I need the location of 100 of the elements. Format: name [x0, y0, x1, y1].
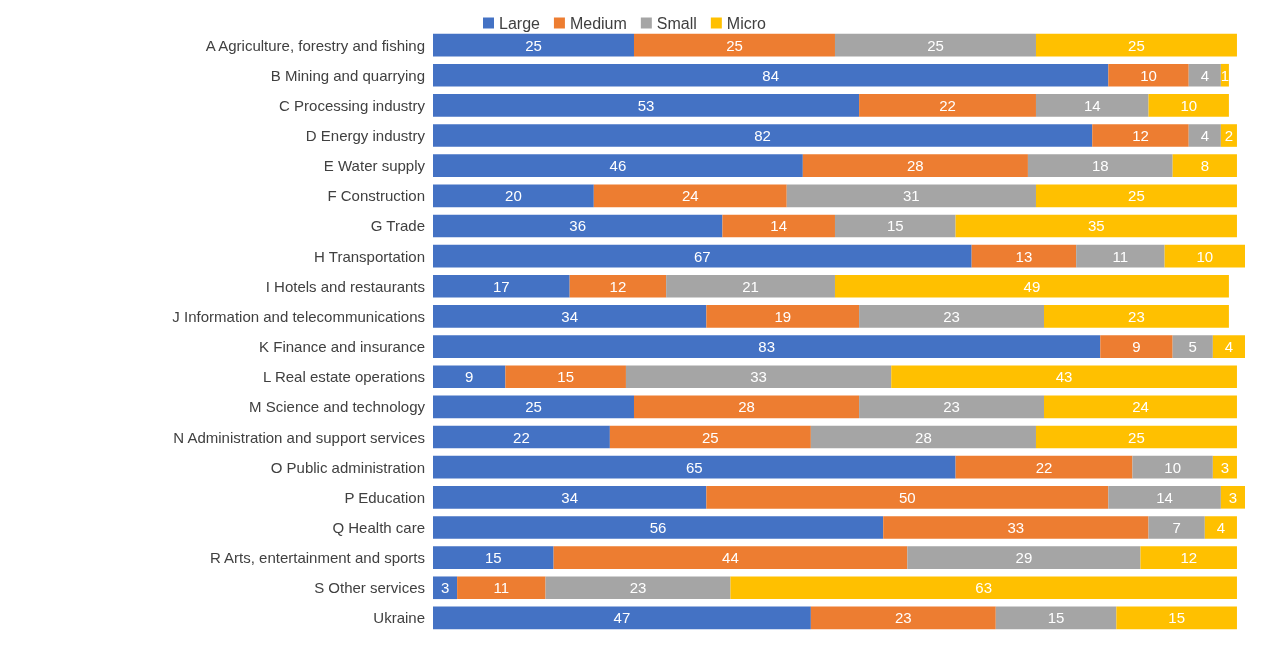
data-label: 25 — [1128, 36, 1145, 54]
bar — [1108, 486, 1221, 509]
y-tick-label: I Hotels and restaurants — [265, 277, 425, 295]
data-label: 4 — [1224, 338, 1234, 356]
data-label: 4 — [1216, 518, 1226, 536]
bar — [907, 546, 1141, 569]
bar — [1035, 94, 1149, 117]
bar — [1044, 395, 1237, 419]
bar — [1100, 335, 1173, 358]
bar — [433, 244, 972, 268]
bar — [609, 425, 811, 449]
bar — [834, 214, 956, 238]
data-label: 28 — [915, 428, 932, 446]
data-label: 10 — [1140, 66, 1157, 84]
data-label: 7 — [1172, 518, 1181, 536]
data-label: 12 — [609, 277, 627, 295]
y-tick-label: O Public administration — [270, 458, 425, 476]
data-label: 15 — [484, 549, 502, 567]
data-label: 14 — [1156, 488, 1173, 506]
bar — [859, 94, 1036, 117]
data-label: 12 — [1180, 549, 1198, 567]
bar — [433, 576, 458, 600]
data-label: 1 — [1220, 66, 1230, 84]
data-label: 10 — [1164, 458, 1181, 476]
bar — [433, 425, 610, 449]
data-label: 17 — [492, 277, 510, 295]
bar — [1035, 425, 1237, 449]
data-label: 56 — [649, 518, 667, 536]
bar — [706, 305, 860, 328]
bar — [433, 305, 707, 328]
bar — [834, 33, 1036, 57]
data-label: 9 — [465, 368, 474, 386]
y-tick-label: B Mining and quarrying — [270, 66, 425, 84]
data-label: 65 — [685, 458, 703, 476]
bar — [1076, 244, 1165, 268]
data-label: 4 — [1200, 66, 1209, 84]
y-tick-label: M Science and technology — [249, 398, 426, 416]
data-label: 84 — [762, 66, 780, 84]
data-label: 21 — [742, 277, 759, 295]
data-label: 3 — [1228, 488, 1238, 506]
data-label: 34 — [561, 307, 579, 325]
y-tick-label: K Finance and insurance — [259, 338, 425, 356]
data-label: 23 — [1128, 307, 1145, 325]
bar — [433, 124, 1093, 147]
y-tick-label: R Arts, entertainment and sports — [209, 549, 425, 567]
bar — [810, 606, 996, 630]
bar — [810, 425, 1036, 449]
bar — [1164, 244, 1245, 268]
data-label: 15 — [886, 217, 904, 235]
y-tick-label: G Trade — [370, 217, 425, 235]
y-tick-label: Q Health care — [332, 518, 425, 536]
bar — [433, 63, 1109, 87]
data-label: 35 — [1087, 217, 1105, 235]
bar — [433, 154, 803, 177]
data-label: 25 — [525, 36, 542, 54]
bar — [1172, 154, 1237, 177]
bar — [883, 516, 1149, 539]
y-tick-label: A Agriculture, forestry and fishing — [205, 36, 425, 54]
bar — [995, 606, 1117, 630]
legend-label: Small — [656, 14, 697, 32]
data-label: 50 — [898, 488, 916, 506]
y-tick-label: E Water supply — [323, 157, 426, 175]
data-label: 10 — [1180, 96, 1198, 114]
y-tick-label: P Education — [344, 488, 425, 506]
bar — [1148, 516, 1205, 539]
data-label: 15 — [557, 368, 574, 386]
data-label: 3 — [1220, 458, 1230, 476]
bar — [433, 546, 554, 569]
data-label: 13 — [1015, 247, 1033, 265]
bar — [955, 214, 1237, 238]
bar — [859, 395, 1045, 419]
data-label: 3 — [440, 579, 450, 597]
data-label: 25 — [1128, 187, 1145, 205]
data-label: 31 — [903, 187, 920, 205]
data-label: 15 — [1168, 609, 1186, 627]
bar — [834, 274, 1229, 298]
data-label: 2 — [1224, 127, 1234, 145]
data-label: 28 — [738, 398, 755, 416]
bar — [1035, 184, 1237, 208]
y-tick-label: Ukraine — [373, 609, 425, 627]
data-label: 23 — [943, 398, 960, 416]
bar — [1204, 516, 1237, 539]
bar — [569, 274, 667, 298]
y-tick-label: N Administration and support services — [173, 428, 425, 446]
bar — [433, 516, 884, 539]
bar — [1132, 455, 1213, 479]
bar — [457, 576, 546, 600]
bar — [786, 184, 1036, 208]
data-label: 5 — [1188, 338, 1197, 356]
bar — [730, 576, 1237, 600]
bar — [722, 214, 835, 238]
bar — [545, 576, 731, 600]
bar — [1212, 335, 1245, 358]
data-label: 83 — [758, 338, 775, 356]
bar — [433, 486, 707, 509]
bar — [971, 244, 1077, 268]
bar — [433, 94, 860, 117]
legend-label: Large — [499, 14, 541, 32]
data-label: 22 — [1035, 458, 1053, 476]
data-label: 25 — [702, 428, 719, 446]
